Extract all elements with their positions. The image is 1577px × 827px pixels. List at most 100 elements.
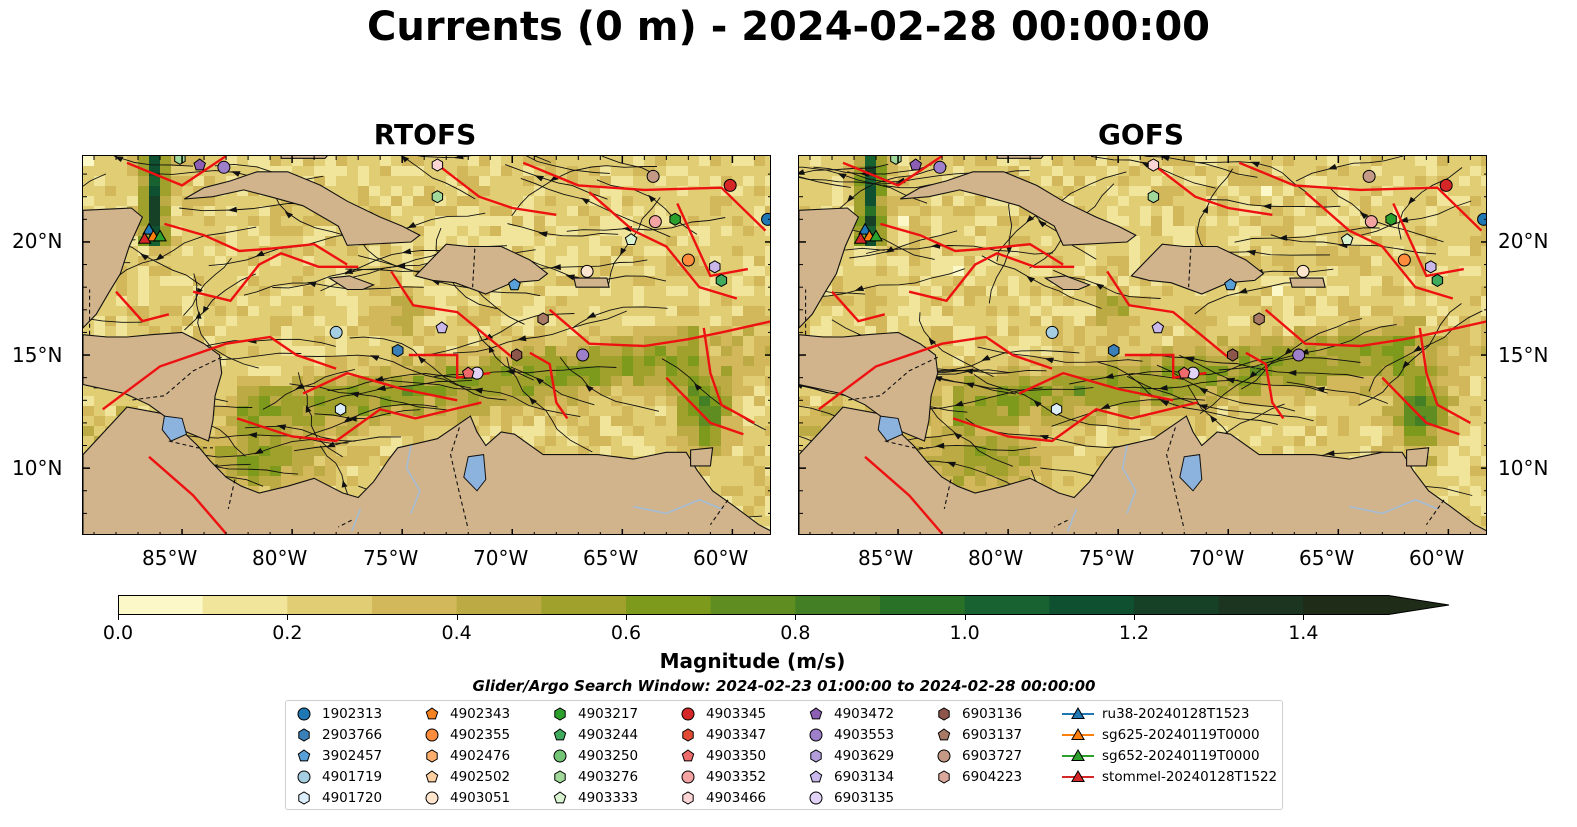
argo-float-marker[interactable] xyxy=(1147,158,1160,172)
colorbar-bin xyxy=(626,595,712,615)
river xyxy=(350,508,362,532)
argo-float-marker[interactable] xyxy=(681,253,695,267)
map-rtofs[interactable] xyxy=(82,155,771,535)
argo-float-marker[interactable] xyxy=(933,160,947,174)
legend-item: 6903727 xyxy=(934,746,1022,767)
argo-float-marker[interactable] xyxy=(1439,178,1453,192)
argo-float-marker[interactable] xyxy=(461,366,475,379)
argo-float-marker[interactable] xyxy=(1050,402,1063,416)
argo-float-marker[interactable] xyxy=(1340,233,1354,245)
argo-float-marker[interactable] xyxy=(1425,260,1437,274)
argo-float-marker[interactable] xyxy=(435,321,449,334)
argo-float-marker[interactable] xyxy=(1364,215,1378,229)
argo-float-marker[interactable] xyxy=(1151,321,1165,334)
glider-marker[interactable] xyxy=(142,222,156,235)
glider-marker[interactable] xyxy=(137,231,152,244)
argo-float-marker[interactable] xyxy=(1177,366,1191,379)
argo-float-marker[interactable] xyxy=(431,158,444,172)
argo-float-marker[interactable] xyxy=(1108,343,1120,358)
legend-label: 4903244 xyxy=(578,727,639,744)
legend-marker-icon xyxy=(810,749,822,763)
argo-float-marker[interactable] xyxy=(329,325,343,339)
legend-label: 4902343 xyxy=(450,706,511,723)
argo-float-marker[interactable] xyxy=(709,260,721,274)
legend-item: 4903553 xyxy=(806,725,894,746)
eez-line xyxy=(1381,376,1460,436)
argo-float-marker[interactable] xyxy=(580,264,594,278)
lake xyxy=(161,415,188,442)
glider-marker[interactable] xyxy=(858,222,872,235)
landmass xyxy=(799,406,1486,534)
colorbar-outline xyxy=(118,595,1450,615)
legend-item: 2903766 xyxy=(294,725,382,746)
argo-float-marker[interactable] xyxy=(646,169,660,183)
argo-float-marker[interactable] xyxy=(1227,348,1239,362)
legend-marker-icon xyxy=(554,707,566,721)
legend-marker-icon xyxy=(1062,707,1094,720)
lon-label-75w-right: 75°W xyxy=(1079,546,1135,570)
legend-marker-icon xyxy=(297,707,311,721)
argo-float-marker[interactable] xyxy=(1292,348,1306,362)
colorbar-tick-mark xyxy=(626,615,627,620)
argo-float-marker[interactable] xyxy=(1385,212,1397,226)
legend-label: 4903345 xyxy=(706,706,767,723)
glider-marker[interactable] xyxy=(869,229,883,242)
argo-float-marker[interactable] xyxy=(1147,190,1160,204)
argo-float-marker[interactable] xyxy=(537,312,549,326)
argo-float-marker[interactable] xyxy=(1397,253,1411,267)
argo-float-marker[interactable] xyxy=(334,402,347,416)
figure-title: Currents (0 m) - 2024-02-28 00:00:00 xyxy=(367,4,1210,50)
argo-float-marker[interactable] xyxy=(392,343,404,358)
eez-line xyxy=(842,156,943,187)
argo-float-marker[interactable] xyxy=(431,190,444,204)
glider-marker[interactable] xyxy=(153,229,167,242)
argo-float-marker[interactable] xyxy=(576,348,590,362)
argo-float-marker[interactable] xyxy=(217,160,231,174)
legend-label: sg652-20240119T0000 xyxy=(1102,747,1260,764)
legend-marker-icon xyxy=(938,770,950,784)
argo-float-marker[interactable] xyxy=(669,212,681,226)
colorbar-tick-label: 1.4 xyxy=(1288,622,1319,644)
eez-line xyxy=(126,156,227,187)
landmass xyxy=(1406,447,1430,467)
argo-float-marker[interactable] xyxy=(624,233,638,245)
argo-float-marker[interactable] xyxy=(1253,312,1265,326)
legend-label: 4903333 xyxy=(578,789,639,806)
argo-float-marker[interactable] xyxy=(909,158,922,171)
argo-float-marker[interactable] xyxy=(1431,273,1444,287)
legend-label: 4903217 xyxy=(578,706,639,723)
legend-marker-icon xyxy=(553,790,567,803)
argo-float-marker[interactable] xyxy=(723,178,737,192)
glider-marker[interactable] xyxy=(853,231,868,244)
legend-item: 4902355 xyxy=(422,725,510,746)
eez-line xyxy=(115,290,170,323)
argo-float-marker[interactable] xyxy=(193,158,206,171)
legend-label: 4902355 xyxy=(450,727,511,744)
map-gofs[interactable] xyxy=(798,155,1487,535)
colorbar-bin xyxy=(541,595,627,615)
colorbar-tick-label: 1.2 xyxy=(1118,622,1150,644)
argo-float-marker[interactable] xyxy=(1224,278,1237,291)
legend-marker-icon xyxy=(298,728,310,742)
argo-float-marker[interactable] xyxy=(1296,264,1310,278)
eez-line xyxy=(818,335,1053,411)
eez-line xyxy=(192,251,359,303)
landmass xyxy=(327,275,376,291)
argo-float-marker[interactable] xyxy=(648,215,662,229)
legend-label: 4901720 xyxy=(322,789,383,806)
river xyxy=(405,445,421,514)
colorbar-tick-label: 0.0 xyxy=(102,622,134,644)
argo-float-marker[interactable] xyxy=(715,273,728,287)
legend-marker-icon xyxy=(1062,748,1094,761)
argo-float-marker[interactable] xyxy=(1045,325,1059,339)
legend-label: 4903350 xyxy=(706,747,767,764)
argo-float-marker[interactable] xyxy=(1362,169,1376,183)
argo-float-marker[interactable] xyxy=(1477,212,1487,226)
legend-item: 1902313 xyxy=(294,704,382,725)
argo-float-marker[interactable] xyxy=(761,212,771,226)
legend-item: 4901719 xyxy=(294,766,382,787)
landmass xyxy=(900,171,1137,246)
argo-float-marker[interactable] xyxy=(508,278,521,291)
argo-float-marker[interactable] xyxy=(511,348,523,362)
legend-label: 4903347 xyxy=(706,727,767,744)
